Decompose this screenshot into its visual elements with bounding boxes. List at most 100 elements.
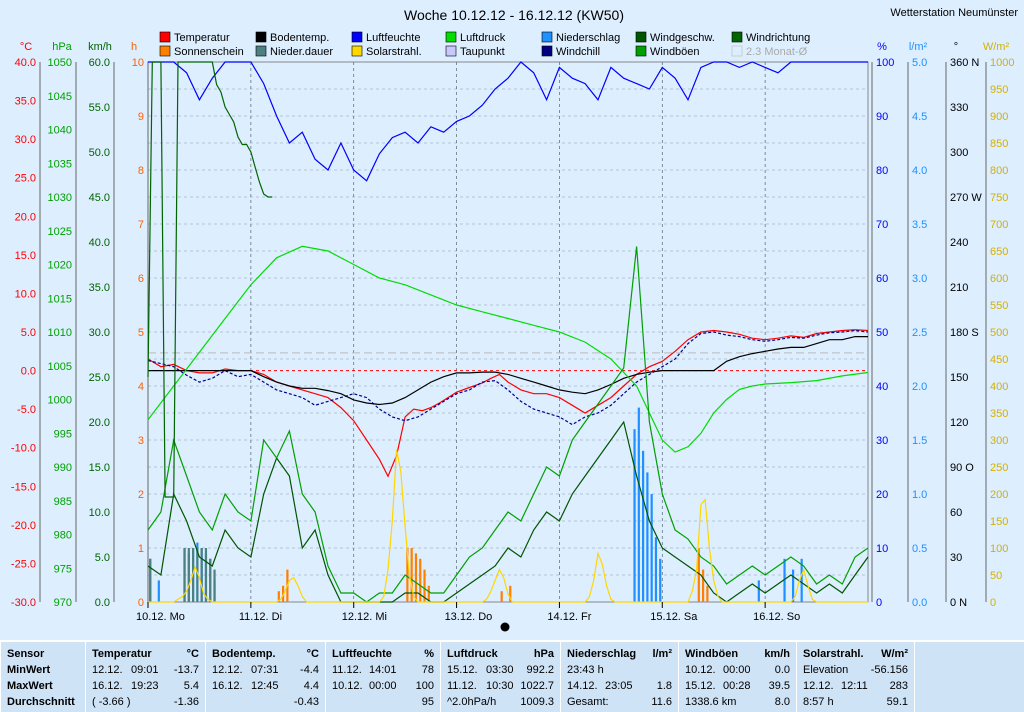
tick-label-humidity: 90 bbox=[876, 111, 888, 123]
legend-swatch bbox=[445, 45, 457, 57]
tick-label-sun_hours: 0 bbox=[138, 597, 144, 609]
weather-chart: 40.035.030.025.020.015.010.05.00.0-5.0-1… bbox=[0, 0, 1024, 640]
tick-label-direction: 30 bbox=[950, 552, 962, 564]
legend-swatch bbox=[159, 31, 171, 43]
tick-label-solar: 600 bbox=[990, 273, 1008, 285]
tick-label-sun_hours: 8 bbox=[138, 165, 144, 177]
tick-label-solar: 1000 bbox=[990, 57, 1014, 69]
tick-label-temp: 20.0 bbox=[15, 211, 36, 223]
tick-label-wind: 60.0 bbox=[89, 57, 110, 69]
series-line-Luftdruck bbox=[147, 245, 869, 453]
series-line-Windgeschw. bbox=[147, 420, 869, 603]
tick-label-rain: 3.0 bbox=[912, 273, 927, 285]
stats-cell-time: 03:30 bbox=[486, 664, 514, 676]
bar-Niederschlag bbox=[783, 558, 786, 602]
tick-label-rain: 0.0 bbox=[912, 597, 927, 609]
stats-cell-value: 11.6 bbox=[651, 696, 672, 708]
stats-panel-title: Niederschlag bbox=[567, 648, 637, 660]
stats-panel-title: Luftdruck bbox=[447, 648, 498, 660]
tick-label-humidity: 80 bbox=[876, 165, 888, 177]
tick-label-temp: -5.0 bbox=[17, 404, 36, 416]
bar-Nieder.dauer bbox=[209, 558, 212, 602]
series-line-Bodentemp. bbox=[148, 336, 868, 406]
stats-cell-value: 1.8 bbox=[656, 680, 672, 692]
tick-label-pressure: 1000 bbox=[48, 395, 72, 407]
bar-Sonnenschein bbox=[702, 569, 705, 602]
stats-cell-time: 10:30 bbox=[486, 680, 514, 692]
tick-label-direction: 60 bbox=[950, 507, 962, 519]
stats-cell-value: 4.4 bbox=[303, 680, 319, 692]
series-line-Windböen bbox=[147, 246, 869, 603]
stats-empty-panel bbox=[914, 642, 1024, 712]
stats-cell-date: 23:43 h bbox=[567, 664, 604, 676]
stats-panel-title: Solarstrahl. bbox=[803, 648, 864, 660]
time-cursor-icon[interactable] bbox=[500, 622, 510, 632]
axis-unit-temp: °C bbox=[20, 41, 32, 53]
bar-Niederschlag bbox=[650, 494, 653, 602]
tick-label-sun_hours: 1 bbox=[138, 543, 144, 555]
tick-label-solar: 200 bbox=[990, 489, 1008, 501]
stats-panel-unit: W/m² bbox=[881, 648, 908, 660]
x-tick-label: 11.12. Di bbox=[239, 611, 282, 623]
stats-cell-date: 10.12. bbox=[685, 664, 716, 676]
series-line-Luftfeuchte bbox=[148, 61, 868, 182]
stats-panel-title: Bodentemp. bbox=[212, 648, 276, 660]
tick-label-solar: 100 bbox=[990, 543, 1008, 555]
axis-unit-sun_hours: h bbox=[131, 41, 137, 53]
tick-label-solar: 400 bbox=[990, 381, 1008, 393]
tick-label-temp: -30.0 bbox=[11, 597, 36, 609]
bar-Sonnenschein bbox=[423, 569, 426, 602]
stats-panel-unit: °C bbox=[306, 648, 319, 660]
tick-label-temp: 5.0 bbox=[21, 327, 36, 339]
tick-label-solar: 250 bbox=[990, 462, 1008, 474]
bar-Nieder.dauer bbox=[187, 548, 190, 602]
tick-label-solar: 500 bbox=[990, 327, 1008, 339]
stats-panel-Windböen: Windböen km/h 10.12. 00:00 0.0 15.12. 00:28 39.… bbox=[678, 642, 796, 712]
legend-label: Windböen bbox=[650, 46, 700, 58]
bar-Niederschlag bbox=[792, 569, 795, 602]
legend-swatch bbox=[731, 45, 743, 57]
stats-cell-date: 12.12. bbox=[803, 680, 834, 692]
tick-label-sun_hours: 10 bbox=[132, 57, 144, 69]
axis-unit-rain: l/m² bbox=[909, 41, 928, 53]
stats-cell-date: 12.12. bbox=[92, 664, 123, 676]
stats-cell-value: 100 bbox=[415, 680, 434, 692]
tick-label-solar: 650 bbox=[990, 246, 1008, 258]
tick-label-temp: 25.0 bbox=[15, 173, 36, 185]
stats-table: Sensor MinWert MaxWert Durchschnitt Temp… bbox=[0, 641, 1024, 712]
tick-label-temp: 0.0 bbox=[21, 366, 36, 378]
stats-cell-time: 23:05 bbox=[605, 680, 633, 692]
stats-cell-time: 00:00 bbox=[369, 680, 397, 692]
bar-Nieder.dauer bbox=[204, 548, 208, 602]
tick-label-solar: 700 bbox=[990, 219, 1008, 231]
legend-label: Temperatur bbox=[174, 32, 230, 44]
stats-cell-date: 11.12. bbox=[447, 680, 477, 692]
bar-Nieder.dauer bbox=[213, 569, 216, 602]
tick-label-solar: 0 bbox=[990, 597, 996, 609]
stats-panel-unit: °C bbox=[186, 648, 199, 660]
stats-cell-date: 15.12. bbox=[447, 664, 478, 676]
axis-unit-humidity: % bbox=[877, 41, 887, 53]
tick-label-humidity: 30 bbox=[876, 435, 888, 447]
series-line-Windrichtung bbox=[147, 61, 273, 498]
bar-Sonnenschein bbox=[406, 548, 409, 602]
bar-Sonnenschein bbox=[414, 553, 418, 602]
stats-cell-value: 0.0 bbox=[774, 664, 790, 676]
tick-label-pressure: 1050 bbox=[48, 57, 72, 69]
series-line-Taupunkt bbox=[147, 329, 869, 426]
stats-cell-date: 10.12. bbox=[332, 680, 363, 692]
bar-Niederschlag bbox=[800, 558, 803, 602]
tick-label-solar: 450 bbox=[990, 354, 1008, 366]
tick-label-pressure: 1005 bbox=[48, 361, 72, 373]
tick-label-solar: 850 bbox=[990, 138, 1008, 150]
stats-cell-value: -0.43 bbox=[293, 696, 319, 708]
tick-label-humidity: 40 bbox=[876, 381, 888, 393]
tick-label-temp: -20.0 bbox=[11, 520, 36, 532]
tick-label-solar: 350 bbox=[990, 408, 1008, 420]
stats-cell-value: 992.2 bbox=[526, 664, 554, 676]
tick-label-direction: 150 bbox=[950, 372, 968, 384]
tick-label-temp: 15.0 bbox=[15, 250, 36, 262]
stats-row-avg: Durchschnitt bbox=[7, 696, 75, 708]
tick-label-pressure: 995 bbox=[54, 428, 72, 440]
tick-label-solar: 50 bbox=[990, 570, 1002, 582]
